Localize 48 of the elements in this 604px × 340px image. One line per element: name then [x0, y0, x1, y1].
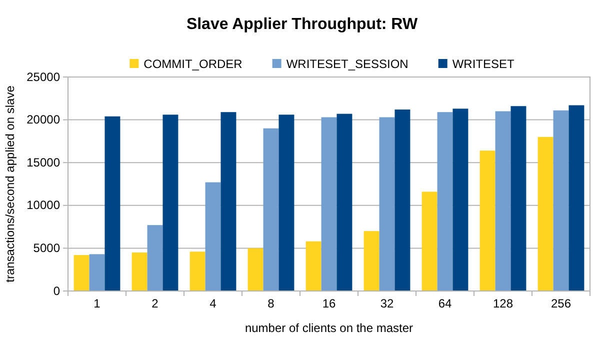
bar	[248, 248, 264, 291]
bar	[74, 255, 90, 291]
bar	[205, 182, 221, 291]
bar	[278, 114, 294, 291]
x-tick-label: 128	[492, 296, 514, 311]
bar	[510, 106, 526, 291]
y-tick-label: 10000	[26, 198, 60, 212]
bar	[306, 241, 322, 291]
bar	[220, 112, 236, 291]
bar	[263, 128, 279, 291]
x-tick-label: 16	[322, 296, 336, 311]
chart-title: Slave Applier Throughput: RW	[186, 16, 418, 33]
bar	[495, 111, 511, 291]
bar	[568, 105, 584, 291]
bar	[480, 150, 496, 291]
x-tick-label: 8	[268, 296, 275, 311]
x-tick-label: 32	[380, 296, 394, 311]
x-tick-label: 256	[550, 296, 572, 311]
bar	[364, 231, 380, 291]
legend-label: WRITESET_SESSION	[286, 57, 408, 71]
bar	[147, 225, 163, 291]
x-tick-label: 64	[438, 296, 452, 311]
legend-label: WRITESET	[452, 57, 516, 71]
bar	[538, 136, 554, 291]
bar	[437, 112, 453, 291]
legend-label: COMMIT_ORDER	[144, 57, 243, 71]
bar	[422, 192, 438, 291]
bar	[321, 117, 337, 291]
bar	[553, 110, 569, 291]
bar	[162, 114, 178, 291]
x-tick-label: 1	[94, 296, 101, 311]
bar	[89, 254, 105, 291]
bar	[132, 252, 148, 291]
x-tick-label: 4	[210, 296, 217, 311]
bar	[394, 110, 410, 291]
y-axis-title: transactions/second applied on slave	[3, 85, 17, 282]
bar	[336, 114, 352, 291]
x-tick-label: 2	[152, 296, 159, 311]
y-tick-label: 15000	[26, 155, 60, 170]
y-tick-label: 25000	[26, 70, 60, 84]
bar	[379, 117, 395, 291]
y-tick-label: 0	[53, 284, 60, 298]
y-tick-label: 20000	[26, 112, 60, 127]
bar	[452, 108, 468, 291]
bar	[104, 116, 120, 291]
y-tick-label: 5000	[33, 241, 60, 256]
x-axis-title: number of clients on the master	[244, 321, 414, 335]
bar	[190, 252, 206, 291]
